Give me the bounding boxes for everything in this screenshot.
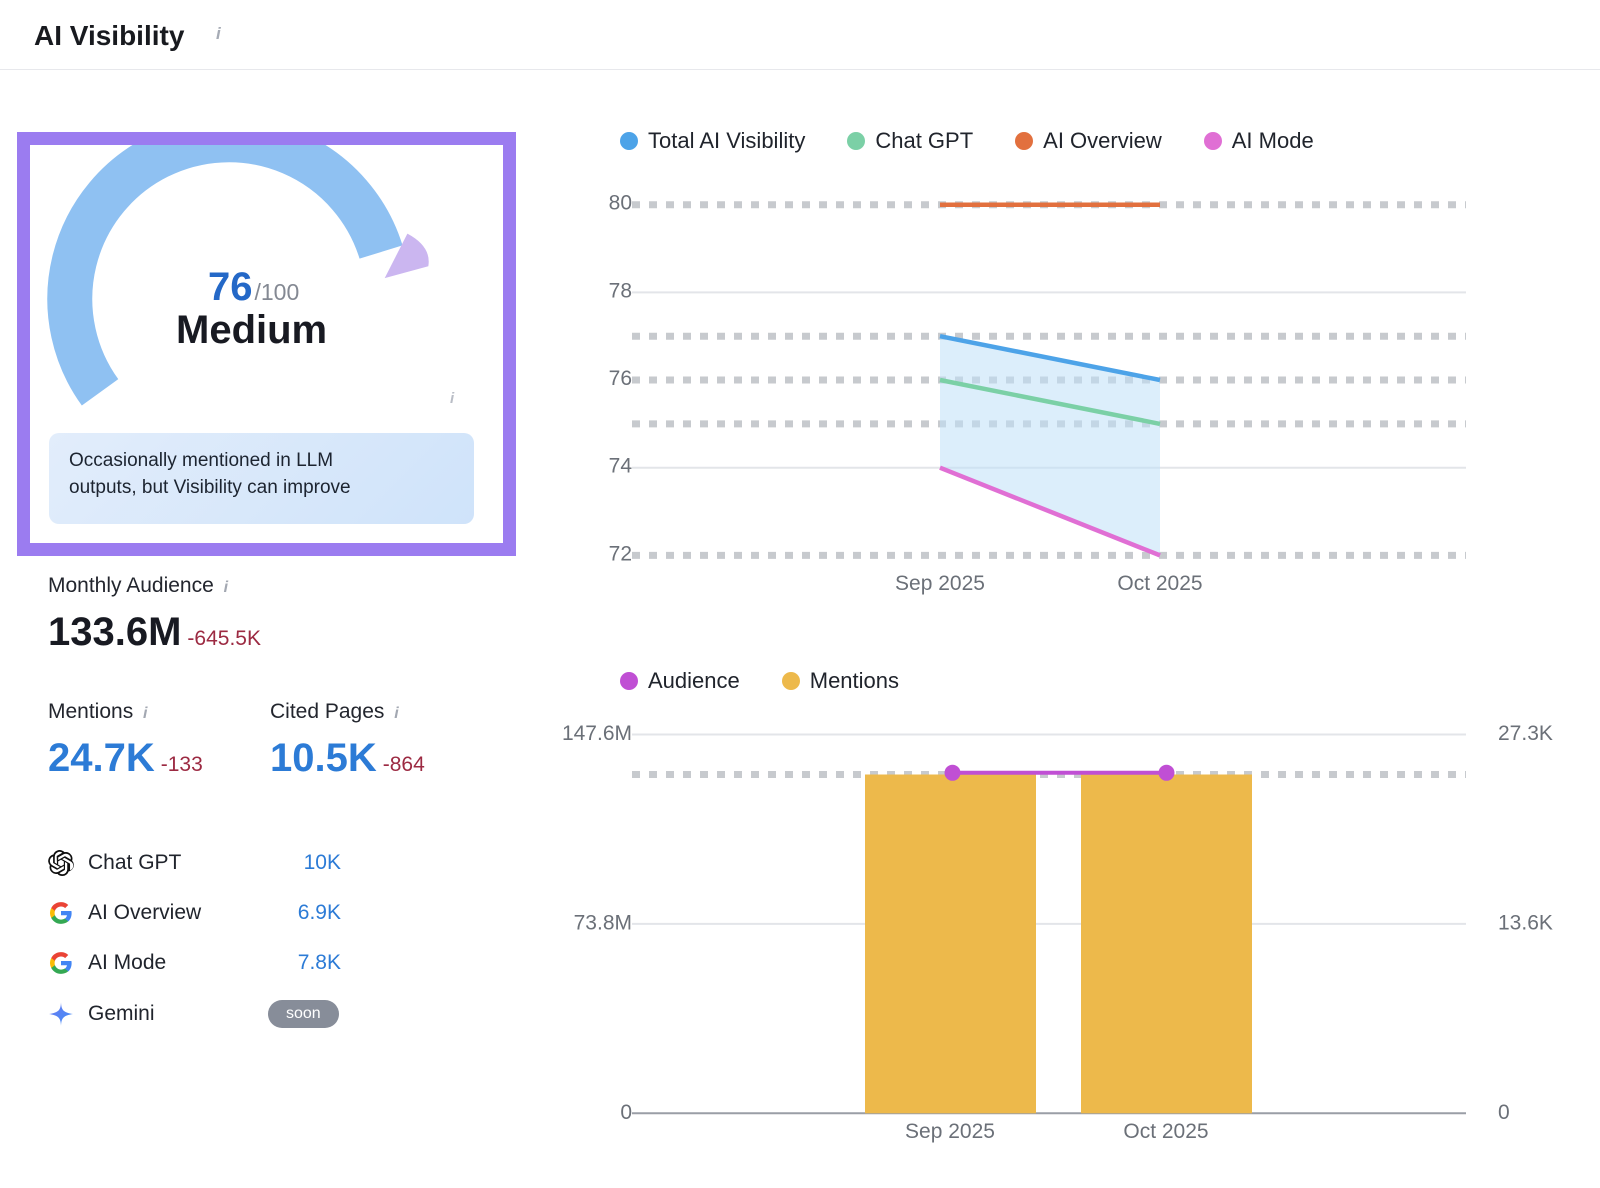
svg-text:76: 76 [609,367,632,390]
svg-text:147.6M: 147.6M [562,722,632,745]
svg-text:Sep 2025: Sep 2025 [895,572,985,595]
svg-text:Oct 2025: Oct 2025 [1123,1120,1208,1143]
svg-text:72: 72 [609,542,632,565]
svg-text:13.6K: 13.6K [1498,911,1553,934]
svg-text:0: 0 [1498,1101,1510,1124]
svg-text:80: 80 [609,192,632,215]
svg-text:0: 0 [620,1101,632,1124]
svg-text:73.8M: 73.8M [574,911,632,934]
svg-text:74: 74 [609,455,633,478]
svg-text:27.3K: 27.3K [1498,722,1553,745]
svg-text:Oct 2025: Oct 2025 [1117,572,1202,595]
svg-text:78: 78 [609,279,632,302]
svg-text:Sep 2025: Sep 2025 [905,1120,995,1143]
